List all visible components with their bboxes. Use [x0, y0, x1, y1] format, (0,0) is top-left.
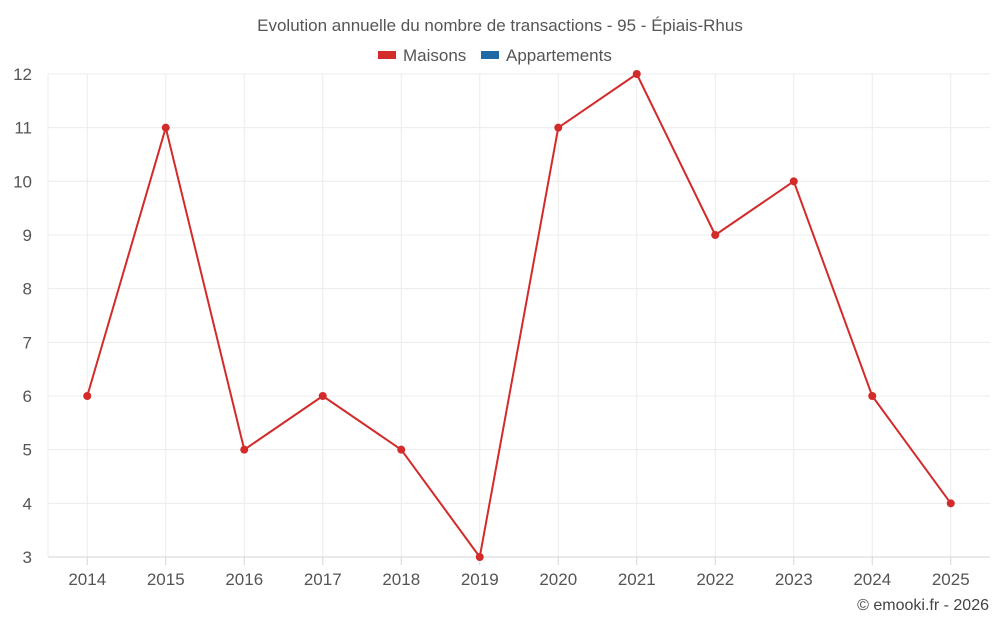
data-point[interactable]	[318, 392, 327, 400]
y-tick-label: 8	[23, 280, 32, 299]
x-tick-label: 2015	[147, 570, 185, 589]
legend-item-appartements[interactable]: Appartements	[481, 46, 612, 65]
series	[83, 70, 955, 561]
data-point[interactable]	[240, 445, 249, 454]
legend-item-maisons[interactable]: Maisons	[378, 46, 466, 65]
data-point[interactable]	[868, 392, 877, 400]
data-point[interactable]	[161, 123, 170, 132]
data-point[interactable]	[554, 123, 563, 132]
x-tick-label: 2017	[304, 570, 342, 589]
legend-swatch-maisons	[378, 51, 396, 59]
x-tick-label: 2019	[461, 570, 499, 589]
y-tick-label: 10	[13, 172, 32, 191]
credit-text: © emooki.fr - 2026	[857, 597, 989, 614]
data-point[interactable]	[711, 231, 720, 239]
x-tick-label: 2024	[853, 570, 891, 589]
legend-swatch-appartements	[481, 51, 499, 59]
data-point[interactable]	[632, 70, 641, 78]
y-tick-label: 4	[23, 494, 32, 513]
y-tick-label: 3	[23, 548, 32, 567]
data-point[interactable]	[789, 177, 798, 186]
axes: 3 4 5 6 7 8 9 10 11 12 2014 2015 2016 2017 2018 2019 202…	[13, 65, 990, 589]
data-point[interactable]	[946, 499, 955, 508]
y-tick-label: 9	[23, 226, 32, 245]
y-tick-label: 6	[23, 387, 32, 406]
x-tick-label: 2020	[539, 570, 577, 589]
data-point[interactable]	[83, 392, 92, 400]
grid	[48, 73, 990, 557]
y-tick-label: 5	[23, 441, 32, 460]
x-tick-label: 2022	[696, 570, 734, 589]
y-tick-label: 7	[23, 333, 32, 352]
x-tick-label: 2021	[618, 570, 656, 589]
x-tick-label: 2014	[68, 570, 106, 589]
series-line-maisons	[86, 73, 952, 558]
legend: Maisons Appartements	[378, 46, 612, 65]
y-tick-label: 11	[14, 119, 32, 138]
x-tick-label: 2016	[225, 570, 263, 589]
data-point[interactable]	[475, 553, 484, 561]
chart-title: Evolution annuelle du nombre de transact…	[257, 16, 743, 35]
legend-label-appartements: Appartements	[506, 46, 612, 65]
legend-label-maisons: Maisons	[403, 46, 466, 65]
x-tick-label: 2018	[382, 570, 420, 589]
data-point[interactable]	[397, 445, 406, 454]
y-tick-label: 12	[13, 65, 32, 84]
x-tick-label: 2025	[932, 570, 970, 589]
x-tick-label: 2023	[775, 570, 813, 589]
